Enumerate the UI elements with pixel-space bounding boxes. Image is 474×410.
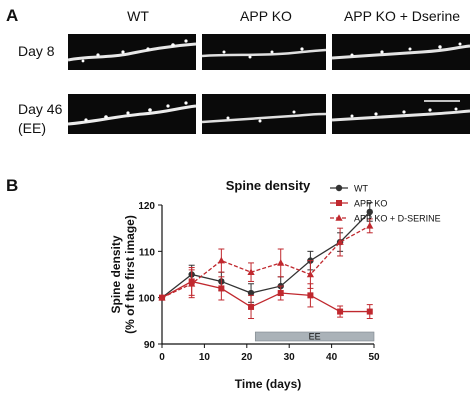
x-tick-label: 20 xyxy=(241,352,253,363)
data-point-app-ko-dserine xyxy=(247,268,255,275)
column-label-app-ko: APP KO xyxy=(240,8,292,24)
micrograph-wt-day8 xyxy=(67,34,197,70)
x-tick-label: 30 xyxy=(284,352,296,363)
x-tick-label: 40 xyxy=(326,352,338,363)
dendrite-image xyxy=(67,101,197,126)
data-point-wt xyxy=(366,208,373,216)
y-tick-label: 100 xyxy=(138,294,155,305)
data-point-app-ko-dserine xyxy=(217,256,225,264)
data-point-wt xyxy=(247,289,255,297)
x-tick-label: 50 xyxy=(368,352,380,363)
dendrite-image xyxy=(201,110,327,124)
micrograph-app-ko-day46 xyxy=(201,94,327,134)
x-axis-label: Time (days) xyxy=(235,377,301,391)
y-tick-label: 110 xyxy=(139,247,156,258)
dendrite-image xyxy=(201,47,327,59)
data-point-app-ko xyxy=(248,303,255,310)
data-point-app-ko xyxy=(337,308,344,315)
data-point-app-ko-dserine xyxy=(158,293,166,301)
data-point-app-ko-dserine xyxy=(277,259,285,266)
y-axis-label-line2: (% of the first image) xyxy=(123,215,137,334)
dendrite-image xyxy=(331,100,471,122)
legend-label-app-ko-dserine: APP KO + D-SERINE xyxy=(354,214,441,224)
data-point-app-ko xyxy=(218,285,225,292)
y-axis-label-line1: Spine density xyxy=(109,235,123,313)
legend-marker-app-ko-dserine xyxy=(335,214,343,221)
row-label-day-46: Day 46 (EE) xyxy=(18,100,62,138)
dendrite-image xyxy=(331,42,471,60)
data-point-app-ko-dserine xyxy=(336,238,344,245)
panel-b-label: B xyxy=(6,176,19,195)
series-line-app-ko xyxy=(161,280,370,313)
dendrite-image xyxy=(67,39,197,63)
series-line-app-ko-dserine xyxy=(161,225,371,299)
spine-density-chart: Spine density 90 100 110 120 0 10 20 30 40 50 Time … xyxy=(109,178,441,391)
y-tick-label: 90 xyxy=(144,340,156,351)
legend-marker-wt xyxy=(335,184,343,192)
data-point-app-ko-dserine xyxy=(366,222,374,229)
data-point-app-ko xyxy=(366,308,373,315)
legend-label-app-ko: APP KO xyxy=(354,199,387,209)
data-point-app-ko-dserine xyxy=(188,279,196,287)
micrograph-app-ko-day8 xyxy=(201,34,327,70)
row-label-day-8-text: Day 8 xyxy=(18,43,55,59)
data-point-app-ko-dserine xyxy=(306,270,314,278)
row-label-ee-text: (EE) xyxy=(18,120,46,136)
micrograph-app-ko-dserine-day8 xyxy=(331,34,471,70)
ee-period-label: EE xyxy=(309,332,321,342)
column-label-app-ko-dserine: APP KO + Dserine xyxy=(343,8,461,24)
legend-label-wt: WT xyxy=(354,184,368,194)
data-point-app-ko xyxy=(307,292,314,299)
row-label-day-46-text: Day 46 xyxy=(18,101,63,117)
row-label-day-8: Day 8 xyxy=(18,42,55,61)
micrograph-app-ko-dserine-day46 xyxy=(331,94,471,134)
legend-marker-app-ko xyxy=(336,200,342,206)
chart-title: Spine density xyxy=(226,178,311,193)
series-line-wt xyxy=(161,211,371,299)
panel-a-label: A xyxy=(6,6,19,25)
data-point-app-ko xyxy=(277,290,284,297)
y-tick-label: 120 xyxy=(138,201,155,212)
x-tick-label: 0 xyxy=(159,352,165,363)
x-tick-label: 10 xyxy=(199,352,211,363)
column-label-wt: WT xyxy=(127,8,149,24)
ee-period-bar xyxy=(254,331,375,342)
micrograph-wt-day46 xyxy=(67,94,197,134)
